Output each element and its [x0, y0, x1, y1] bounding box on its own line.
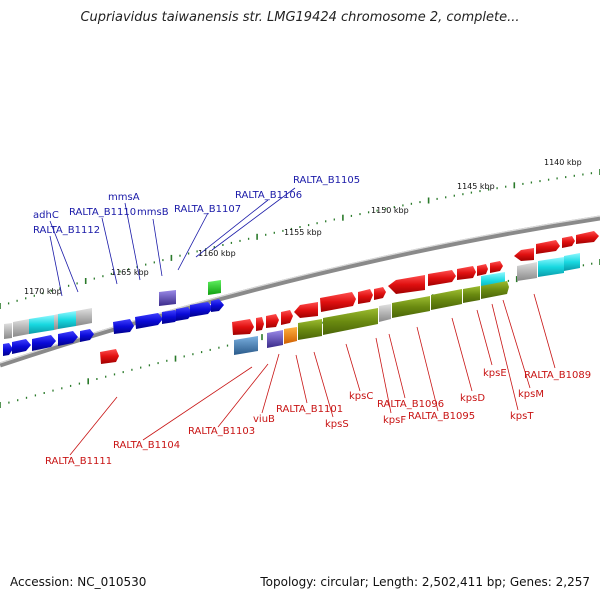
gene-label[interactable]: kpsC — [349, 391, 373, 402]
gene-red[interactable] — [562, 236, 575, 248]
gene-red[interactable] — [477, 264, 488, 276]
gene-label[interactable]: mmsB — [137, 207, 169, 218]
gene-purple[interactable] — [267, 330, 283, 348]
map-title: Cupriavidus taiwanensis str. LMG19424 ch… — [80, 10, 520, 25]
gene-olive[interactable] — [431, 289, 462, 310]
gene-blue[interactable] — [162, 310, 180, 324]
tick-label-1165: 1165 kbp — [111, 268, 149, 277]
gene-label[interactable]: kpsT — [510, 411, 534, 422]
gene-label[interactable]: viuB — [253, 414, 275, 425]
gene-olive[interactable] — [298, 319, 322, 340]
gene-red[interactable] — [536, 240, 560, 254]
gene-label[interactable]: RALTA_B1089 — [524, 370, 591, 381]
tick-label-1170: 1170 kbp — [24, 287, 62, 296]
gene-label[interactable]: RALTA_B1104 — [113, 440, 180, 451]
gene-label[interactable]: kpsS — [325, 419, 349, 430]
outer-scale-ring — [0, 169, 600, 309]
inner-strand-genes — [4, 231, 599, 364]
bottom-gene-labels: RALTA_B1111 RALTA_B1104 RALTA_B1103 viuB… — [45, 368, 591, 467]
gene-label[interactable]: mmsA — [108, 192, 140, 203]
gene-label[interactable]: kpsM — [518, 389, 544, 400]
gene-red[interactable] — [358, 289, 373, 304]
gene-blue[interactable] — [211, 299, 224, 312]
tick-label-1145: 1145 kbp — [457, 182, 495, 191]
gene-label[interactable]: adhC — [33, 210, 59, 221]
gene-red[interactable] — [232, 319, 254, 335]
gene-label[interactable]: RALTA_B1101 — [276, 404, 343, 415]
gene-cyan[interactable] — [29, 315, 54, 334]
gene-orange[interactable] — [284, 327, 297, 344]
chromosome-backbone-highlight — [0, 215, 600, 364]
gene-gray[interactable] — [4, 323, 12, 339]
gene-label[interactable]: RALTA_B1095 — [408, 411, 475, 422]
kbp-tick-labels: 1140 kbp 1145 kbp 1150 kbp 1155 kbp 1160… — [24, 158, 582, 296]
chromosome-backbone — [0, 215, 600, 368]
gene-blue[interactable] — [135, 313, 163, 329]
top-gene-labels: RALTA_B1105 RALTA_B1106 RALTA_B1107 mmsB… — [33, 175, 360, 236]
gene-red[interactable] — [266, 314, 279, 328]
gene-label[interactable]: RALTA_B1096 — [377, 399, 444, 410]
gene-olive[interactable] — [463, 286, 480, 303]
gene-cyan[interactable] — [538, 257, 564, 277]
gene-steelblue[interactable] — [234, 336, 258, 355]
gene-red[interactable] — [256, 317, 264, 331]
gene-gray[interactable] — [76, 308, 92, 326]
tick-label-1160: 1160 kbp — [198, 249, 236, 258]
gene-blue[interactable] — [80, 329, 94, 342]
gene-gray[interactable] — [13, 319, 29, 337]
gene-red[interactable] — [281, 310, 293, 325]
gene-label[interactable]: RALTA_B1112 — [33, 225, 100, 236]
gene-label[interactable]: RALTA_B1106 — [235, 190, 302, 201]
gene-red[interactable] — [514, 248, 534, 261]
gene-red[interactable] — [428, 270, 456, 286]
gene-blue[interactable] — [3, 343, 13, 356]
top-leader-lines — [49, 187, 296, 297]
gene-purple[interactable] — [159, 290, 176, 306]
gene-label[interactable]: RALTA_B1111 — [45, 456, 112, 467]
gene-label[interactable]: RALTA_B1107 — [174, 204, 241, 215]
gene-label[interactable]: RALTA_B1110 — [69, 207, 136, 218]
gene-red[interactable] — [374, 287, 386, 300]
tick-label-1155: 1155 kbp — [284, 228, 322, 237]
tick-label-1140: 1140 kbp — [544, 158, 582, 167]
gene-olive[interactable] — [392, 296, 430, 318]
gene-gray[interactable] — [379, 304, 391, 322]
outer-strand-genes — [3, 280, 224, 356]
gene-olive[interactable] — [481, 281, 509, 299]
gene-cyan[interactable] — [564, 253, 580, 271]
gene-gray[interactable] — [54, 314, 58, 330]
tick-label-1150: 1150 kbp — [371, 206, 409, 215]
gene-blue[interactable] — [12, 339, 31, 354]
gene-red[interactable] — [320, 292, 356, 312]
gene-red[interactable] — [388, 275, 425, 294]
gene-blue[interactable] — [190, 302, 213, 317]
gene-label[interactable]: RALTA_B1103 — [188, 426, 255, 437]
gene-red[interactable] — [457, 266, 476, 280]
gene-blue[interactable] — [58, 331, 78, 346]
topology-stats-text: Topology: circular; Length: 2,502,411 bp… — [260, 575, 590, 589]
gene-blue[interactable] — [176, 307, 193, 321]
gene-blue[interactable] — [113, 319, 134, 334]
gene-label[interactable]: RALTA_B1105 — [293, 175, 360, 186]
gene-label[interactable]: kpsD — [460, 393, 485, 404]
accession-text: Accession: NC_010530 — [10, 575, 147, 589]
gene-red[interactable] — [294, 302, 318, 318]
gene-label[interactable]: kpsE — [483, 368, 507, 379]
gene-olive[interactable] — [323, 308, 378, 335]
bottom-leader-lines — [69, 293, 556, 456]
gene-red[interactable] — [490, 261, 503, 273]
gene-gray[interactable] — [517, 262, 537, 281]
gene-cyan[interactable] — [58, 311, 76, 329]
gene-blue[interactable] — [32, 335, 56, 351]
gene-label[interactable]: kpsF — [383, 415, 406, 426]
gene-red[interactable] — [100, 349, 119, 364]
gene-red[interactable] — [576, 231, 599, 244]
gene-green[interactable] — [208, 280, 221, 295]
